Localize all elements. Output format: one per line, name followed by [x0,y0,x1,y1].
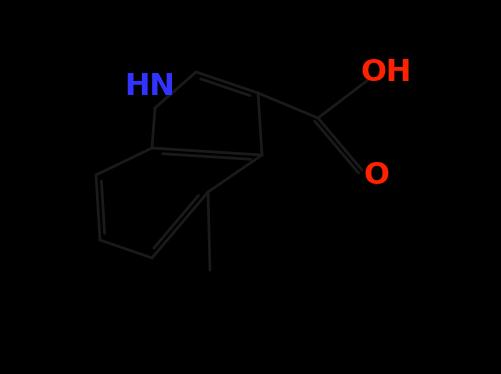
Text: OH: OH [360,58,412,86]
Text: O: O [363,160,389,190]
Text: HN: HN [125,71,175,101]
